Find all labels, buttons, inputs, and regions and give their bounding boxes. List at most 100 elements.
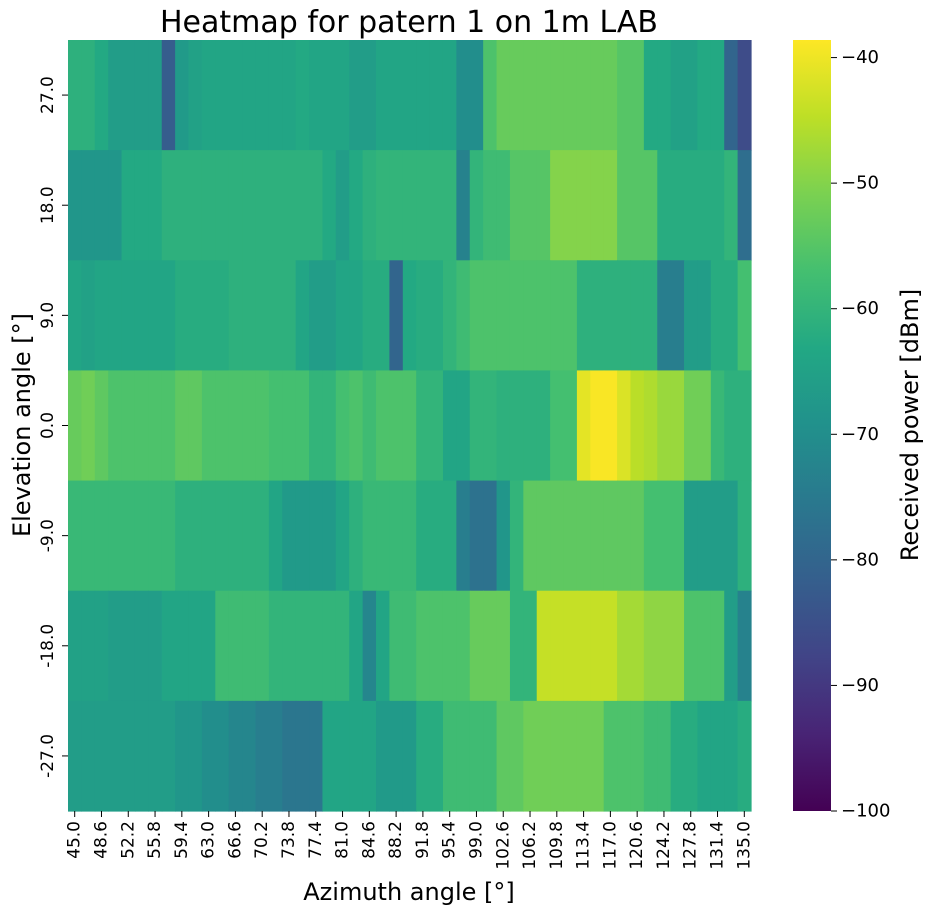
heatmap-cell bbox=[509, 480, 524, 592]
heatmap-cell bbox=[255, 480, 270, 592]
heatmap-cell bbox=[724, 260, 739, 372]
x-tick-label: 91.8 bbox=[413, 821, 433, 859]
heatmap-cell bbox=[268, 480, 283, 592]
heatmap-cell bbox=[617, 40, 632, 151]
x-tick-label: 73.8 bbox=[279, 821, 299, 859]
heatmap-cell bbox=[442, 480, 457, 592]
x-tick-label: 120.6 bbox=[627, 821, 647, 870]
heatmap-cell bbox=[94, 260, 109, 372]
heatmap-cell bbox=[228, 480, 243, 592]
heatmap-cell bbox=[134, 480, 149, 592]
heatmap-cell bbox=[523, 480, 538, 592]
heatmap-cell bbox=[228, 40, 243, 151]
heatmap-cell bbox=[121, 370, 136, 482]
colorbar-tick-label: −50 bbox=[841, 173, 879, 194]
heatmap-cell bbox=[483, 480, 498, 592]
x-tick-label: 81.0 bbox=[333, 821, 353, 859]
heatmap-cell bbox=[201, 480, 216, 592]
heatmap-cell bbox=[295, 480, 310, 592]
heatmap-cell bbox=[576, 150, 591, 261]
heatmap-cell bbox=[684, 260, 699, 372]
heatmap-cell bbox=[268, 40, 283, 151]
heatmap-cell bbox=[684, 480, 699, 592]
heatmap-cell bbox=[523, 150, 538, 261]
heatmap-cell bbox=[201, 370, 216, 482]
heatmap-cell bbox=[576, 370, 591, 482]
heatmap-cell bbox=[295, 590, 310, 702]
heatmap-cell bbox=[121, 150, 136, 261]
heatmap-cell bbox=[322, 700, 337, 812]
heatmap-cell bbox=[309, 480, 324, 592]
heatmap-cell bbox=[81, 260, 96, 372]
heatmap-cell bbox=[175, 700, 190, 812]
heatmap-cell bbox=[576, 590, 591, 702]
heatmap-cell bbox=[737, 480, 752, 592]
heatmap-cell bbox=[469, 480, 484, 592]
x-tick-label: 127.8 bbox=[681, 821, 701, 870]
heatmap-cell bbox=[362, 370, 377, 482]
heatmap-cell bbox=[684, 40, 699, 151]
heatmap-cell bbox=[603, 40, 618, 151]
heatmap-cell bbox=[134, 370, 149, 482]
heatmap-cell bbox=[657, 40, 672, 151]
x-tick-label: 88.2 bbox=[386, 821, 406, 859]
heatmap-cell bbox=[201, 40, 216, 151]
heatmap-cell bbox=[295, 40, 310, 151]
heatmap-cell bbox=[134, 260, 149, 372]
heatmap-cell bbox=[536, 370, 551, 482]
heatmap-cell bbox=[242, 150, 257, 261]
heatmap-cell bbox=[643, 480, 658, 592]
y-tick-label: -27.0 bbox=[38, 734, 58, 778]
heatmap-cell bbox=[737, 260, 752, 372]
heatmap-cell bbox=[255, 260, 270, 372]
heatmap-cell bbox=[630, 260, 645, 372]
heatmap-cell bbox=[295, 150, 310, 261]
heatmap-cell bbox=[108, 150, 123, 261]
x-tick-label: 84.6 bbox=[359, 821, 379, 859]
heatmap-cell bbox=[81, 150, 96, 261]
heatmap-cell bbox=[509, 40, 524, 151]
heatmap-cell bbox=[630, 590, 645, 702]
heatmap-cell bbox=[282, 260, 297, 372]
heatmap-cell bbox=[349, 700, 364, 812]
heatmap-cell bbox=[389, 260, 404, 372]
heatmap-cell bbox=[215, 700, 230, 812]
heatmap-cell bbox=[429, 150, 444, 261]
heatmap-cell bbox=[697, 370, 712, 482]
heatmap-cell bbox=[282, 700, 297, 812]
y-tick-label: 9.0 bbox=[38, 302, 58, 329]
heatmap-cell bbox=[416, 590, 431, 702]
colorbar bbox=[793, 40, 831, 811]
heatmap-cell bbox=[376, 700, 391, 812]
heatmap-cell bbox=[603, 370, 618, 482]
heatmap-cell bbox=[483, 370, 498, 482]
heatmap-cell bbox=[590, 370, 605, 482]
heatmap-cell bbox=[724, 700, 739, 812]
heatmap-cell bbox=[590, 480, 605, 592]
y-tick-label: -18.0 bbox=[38, 624, 58, 668]
heatmap-cell bbox=[295, 370, 310, 482]
heatmap-cell bbox=[456, 590, 471, 702]
heatmap-cell bbox=[255, 700, 270, 812]
heatmap-cell bbox=[201, 150, 216, 261]
heatmap-cell bbox=[335, 700, 350, 812]
heatmap-cell bbox=[603, 480, 618, 592]
heatmap-cell bbox=[81, 370, 96, 482]
heatmap-cell bbox=[376, 590, 391, 702]
heatmap-cell bbox=[188, 40, 203, 151]
heatmap-cell bbox=[322, 260, 337, 372]
x-axis-ticks: 45.0 48.6 52.2 55.8 59.4 63.0 66.6 70.2 73.8 77.4… bbox=[65, 811, 754, 870]
heatmap-cell bbox=[322, 150, 337, 261]
heatmap-cell bbox=[255, 590, 270, 702]
heatmap-cell bbox=[536, 150, 551, 261]
heatmap-cell bbox=[617, 370, 632, 482]
heatmap-cell bbox=[550, 700, 565, 812]
heatmap-cell bbox=[496, 150, 511, 261]
y-tick-label: -9.0 bbox=[38, 519, 58, 552]
heatmap-cell bbox=[81, 40, 96, 151]
heatmap-cell bbox=[376, 370, 391, 482]
heatmap-cell bbox=[590, 700, 605, 812]
heatmap-cell bbox=[710, 480, 725, 592]
heatmap-cell bbox=[121, 480, 136, 592]
heatmap-cell bbox=[670, 480, 685, 592]
